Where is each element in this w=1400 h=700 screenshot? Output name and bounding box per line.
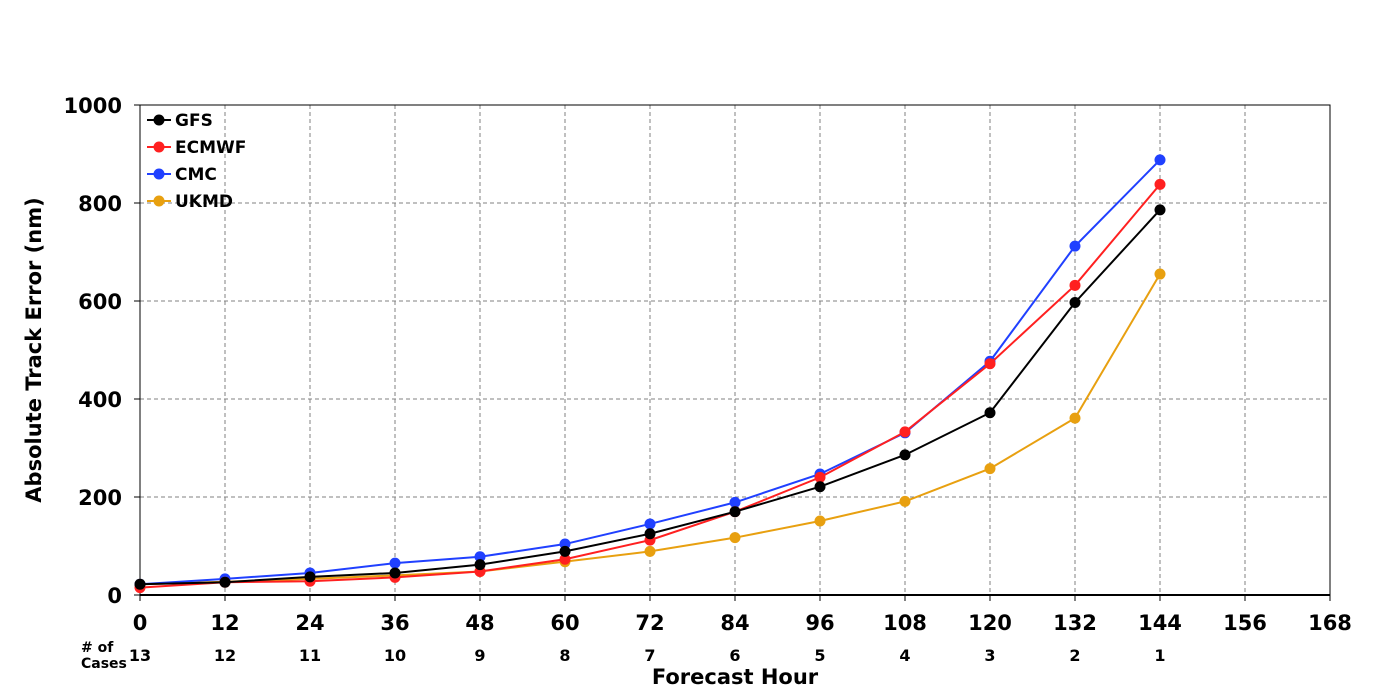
y-tick-label: 1000 <box>64 94 122 118</box>
y-tick-label: 0 <box>107 584 122 608</box>
x-tick-label: 120 <box>968 611 1012 635</box>
legend-label-ukmd: UKMD <box>175 192 233 212</box>
data-point-ecmwf <box>1069 279 1081 291</box>
data-point-ukmd <box>1154 268 1166 280</box>
case-count: 7 <box>644 646 655 665</box>
data-point-cmc <box>644 518 656 530</box>
data-point-cmc <box>1154 154 1166 166</box>
legend: GFS ECMWF CMC UKMD <box>147 111 246 212</box>
legend-marker-gfs <box>153 114 165 126</box>
x-tick-label: 60 <box>550 611 579 635</box>
data-point-ecmwf <box>559 553 571 565</box>
data-point-cmc <box>1069 240 1081 252</box>
y-tick-label: 600 <box>78 290 122 314</box>
case-count: 11 <box>299 646 321 665</box>
data-point-gfs <box>899 449 911 461</box>
data-point-ecmwf <box>1154 178 1166 190</box>
data-point-ukmd <box>1069 412 1081 424</box>
tick-labels: 0 200 400 600 800 1000 0 12 24 36 48 60 72 84 96 108 120… <box>64 94 1352 635</box>
grid <box>140 105 1330 595</box>
data-point-gfs <box>814 481 826 493</box>
case-count: 4 <box>899 646 910 665</box>
y-tick-label: 200 <box>78 486 122 510</box>
x-tick-label: 48 <box>465 611 494 635</box>
data-point-gfs <box>304 571 316 583</box>
x-tick-label: 24 <box>295 611 324 635</box>
y-axis-title: Absolute Track Error (nm) <box>22 197 46 502</box>
data-point-gfs <box>389 567 401 579</box>
case-count: 13 <box>129 646 151 665</box>
data-point-ecmwf <box>814 471 826 483</box>
x-tick-label: 0 <box>133 611 148 635</box>
data-point-ukmd <box>814 515 826 527</box>
case-count: 5 <box>814 646 825 665</box>
data-point-cmc <box>729 496 741 508</box>
data-point-ukmd <box>729 532 741 544</box>
data-point-gfs <box>134 578 146 590</box>
case-count: 12 <box>214 646 236 665</box>
x-tick-label: 72 <box>635 611 664 635</box>
case-count: 2 <box>1069 646 1080 665</box>
data-point-cmc <box>389 557 401 569</box>
cases-label: # of <box>81 640 114 656</box>
data-point-gfs <box>984 407 996 419</box>
case-count: 3 <box>984 646 995 665</box>
data-point-gfs <box>644 528 656 540</box>
case-count: 1 <box>1154 646 1165 665</box>
case-count: 9 <box>474 646 485 665</box>
x-tick-label: 108 <box>883 611 927 635</box>
data-point-ecmwf <box>899 426 911 438</box>
y-tick-label: 800 <box>78 192 122 216</box>
legend-marker-ukmd <box>153 195 165 207</box>
case-count: 8 <box>559 646 570 665</box>
x-tick-label: 84 <box>720 611 749 635</box>
legend-marker-ecmwf <box>153 141 165 153</box>
data-point-gfs <box>474 559 486 571</box>
data-point-ukmd <box>644 545 656 557</box>
data-point-ukmd <box>899 495 911 507</box>
data-point-gfs <box>729 506 741 518</box>
data-point-cmc <box>474 551 486 563</box>
legend-label-gfs: GFS <box>175 111 213 131</box>
data-point-gfs <box>219 576 231 588</box>
case-count: 10 <box>384 646 406 665</box>
data-point-gfs <box>1154 204 1166 216</box>
x-tick-label: 36 <box>380 611 409 635</box>
x-tick-label: 96 <box>805 611 834 635</box>
x-tick-label: 12 <box>210 611 239 635</box>
x-tick-label: 156 <box>1223 611 1267 635</box>
legend-label-cmc: CMC <box>175 165 217 185</box>
series-layer <box>134 154 1166 594</box>
data-point-gfs <box>1069 296 1081 308</box>
cases-label: Cases <box>81 656 127 672</box>
y-tick-label: 400 <box>78 388 122 412</box>
legend-marker-cmc <box>153 168 165 180</box>
data-point-gfs <box>559 545 571 557</box>
case-count: 6 <box>729 646 740 665</box>
legend-label-ecmwf: ECMWF <box>175 138 246 158</box>
x-tick-label: 168 <box>1308 611 1352 635</box>
data-point-ecmwf <box>984 358 996 370</box>
x-axis-title: Forecast Hour <box>652 665 819 689</box>
x-tick-label: 132 <box>1053 611 1097 635</box>
data-point-ukmd <box>984 463 996 475</box>
x-tick-label: 144 <box>1138 611 1182 635</box>
